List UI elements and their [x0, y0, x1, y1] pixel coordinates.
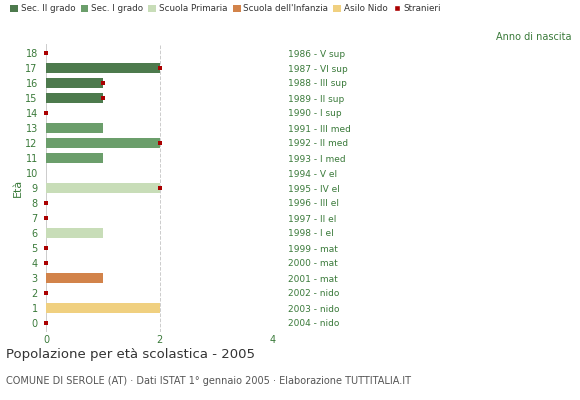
- Bar: [46, 123, 103, 133]
- Text: COMUNE DI SEROLE (AT) · Dati ISTAT 1° gennaio 2005 · Elaborazione TUTTITALIA.IT: COMUNE DI SEROLE (AT) · Dati ISTAT 1° ge…: [6, 376, 411, 386]
- Bar: [46, 93, 103, 103]
- Text: Popolazione per età scolastica - 2005: Popolazione per età scolastica - 2005: [6, 348, 255, 361]
- Bar: [46, 273, 103, 283]
- Text: Anno di nascita: Anno di nascita: [496, 32, 571, 42]
- Bar: [46, 78, 103, 88]
- Bar: [46, 183, 160, 193]
- Legend: Sec. II grado, Sec. I grado, Scuola Primaria, Scuola dell'Infanzia, Asilo Nido, : Sec. II grado, Sec. I grado, Scuola Prim…: [10, 4, 441, 13]
- Bar: [46, 303, 160, 313]
- Y-axis label: Età: Età: [13, 179, 23, 197]
- Bar: [46, 228, 103, 238]
- Bar: [46, 63, 160, 73]
- Bar: [46, 153, 103, 163]
- Bar: [46, 138, 160, 148]
